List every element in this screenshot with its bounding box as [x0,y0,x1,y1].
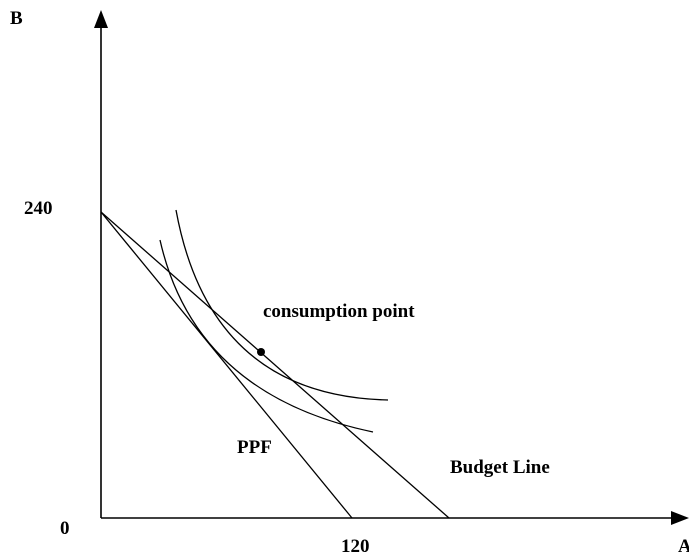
x-axis-arrowhead [671,511,689,525]
budget-line-label: Budget Line [450,457,550,478]
consumption-point-label: consumption point [263,301,415,322]
indifference-curve [175,209,389,401]
consumption-point-marker [257,348,265,356]
ppf-label: PPF [237,437,272,458]
y-tick-240: 240 [24,198,53,219]
x-axis-label: A [678,536,689,554]
x-tick-120: 120 [341,536,370,554]
linear-frontier-line [100,211,353,519]
y-axis-arrowhead [94,10,108,28]
ppf-curve [159,239,374,433]
origin-label: 0 [60,518,70,539]
budget-line [100,211,450,519]
y-axis-label: B [10,8,23,29]
